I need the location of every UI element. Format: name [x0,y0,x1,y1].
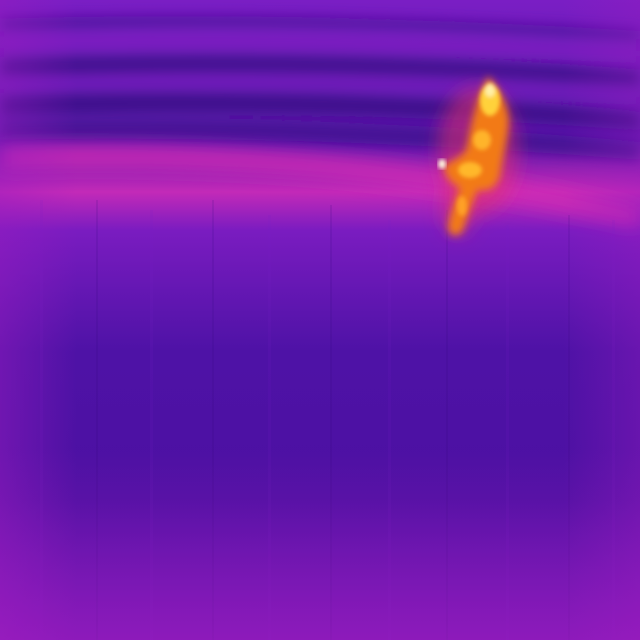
heat-signature [438,76,518,236]
